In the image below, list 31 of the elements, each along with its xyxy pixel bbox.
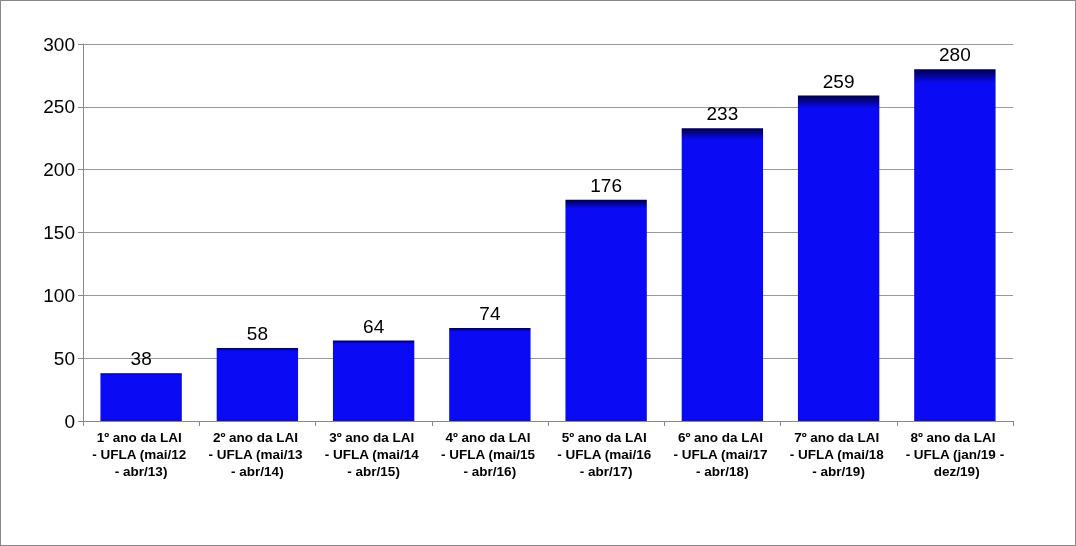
bar <box>797 95 880 421</box>
bar <box>449 328 531 421</box>
x-tick-label: 7º ano da LAI - UFLA (mai/18 - abr/19) <box>789 430 888 479</box>
data-label: 74 <box>479 303 501 325</box>
bar <box>565 199 647 421</box>
y-tick-label: 50 <box>53 347 75 369</box>
data-label: 259 <box>822 70 855 92</box>
bar <box>914 69 996 421</box>
bar <box>216 348 299 421</box>
data-label: 176 <box>590 174 622 196</box>
x-tick-label: 3º ano da LAI - UFLA (mai/14 - abr/15) <box>324 430 423 479</box>
x-tick-label: 1º ano da LAI - UFLA (mai/12 - abr/13) <box>92 430 191 479</box>
y-tick-label: 0 <box>64 410 75 432</box>
bar <box>332 340 415 421</box>
x-tick-label: 4º ano da LAI - UFLA (mai/15 - abr/16) <box>440 430 539 479</box>
y-tick-label: 200 <box>43 159 75 181</box>
y-tick-label: 150 <box>43 222 75 243</box>
bar <box>100 373 182 421</box>
y-tick-label: 100 <box>43 284 75 306</box>
data-label: 233 <box>706 103 739 125</box>
x-tick-label: 8º ano da LAI - UFLA (jan/19 - dez/19) <box>905 430 1005 479</box>
x-tick-label: 5º ano da LAI - UFLA (mai/16 - abr/17) <box>557 430 656 479</box>
bar <box>681 128 764 421</box>
data-label: 58 <box>246 323 268 345</box>
y-tick-label: 300 <box>43 33 75 55</box>
y-tick-label: 250 <box>43 96 75 118</box>
data-label: 280 <box>939 44 971 66</box>
data-label: 38 <box>130 348 152 370</box>
x-tick-label: 2º ano da LAI - UFLA (mai/13 - abr/14) <box>208 430 307 479</box>
x-tick-label: 6º ano da LAI - UFLA (mai/17 - abr/18) <box>673 430 772 479</box>
data-label: 64 <box>363 315 385 337</box>
